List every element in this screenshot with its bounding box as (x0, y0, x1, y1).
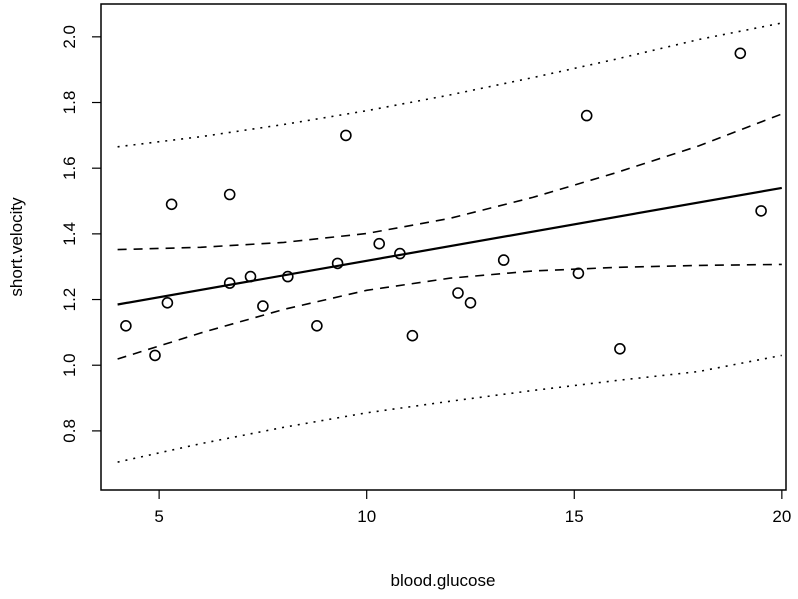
y-tick-label: 1.4 (60, 222, 79, 246)
data-point (340, 129, 352, 142)
data-point (452, 287, 464, 299)
data-point (257, 300, 269, 312)
y-tick-label: 1.8 (60, 91, 79, 115)
x-axis-title: blood.glucose (391, 571, 496, 590)
data-point (755, 205, 767, 217)
data-point (223, 188, 236, 201)
data-point (464, 296, 477, 309)
data-point (614, 342, 626, 355)
x-tick-label: 5 (154, 507, 163, 526)
plot-frame (100, 3, 787, 491)
y-axis: 0.8 1.0 1.2 1.4 1.6 1.8 2.0 (60, 25, 101, 443)
data-point (406, 329, 419, 342)
fit-lines (117, 22, 783, 463)
y-tick-label: 1.2 (60, 288, 79, 312)
x-tick-label: 20 (772, 507, 791, 526)
prediction-band-line (117, 354, 782, 463)
data-point (331, 257, 344, 270)
data-point (394, 247, 406, 260)
y-tick-label: 2.0 (60, 25, 79, 49)
data-point (373, 237, 386, 250)
data-point (734, 47, 747, 60)
x-tick-label: 10 (357, 507, 376, 526)
y-tick-label: 1.0 (60, 353, 79, 377)
data-point (311, 319, 323, 332)
data-point (497, 254, 510, 266)
confidence-band-line (117, 113, 783, 251)
data-points (120, 47, 767, 362)
data-point (244, 270, 257, 283)
confidence-band-line (117, 263, 782, 360)
y-tick-label: 1.6 (60, 156, 79, 180)
y-tick-label: 0.8 (60, 419, 79, 443)
data-point (281, 270, 294, 283)
data-point (580, 109, 593, 122)
prediction-band-line (117, 22, 782, 148)
data-point (223, 277, 236, 289)
regression-line (117, 186, 782, 306)
data-point (149, 349, 161, 362)
data-point (161, 296, 174, 309)
data-point (165, 198, 178, 211)
x-axis: 5 10 15 20 (154, 490, 791, 526)
data-point (572, 267, 585, 280)
y-axis-title: short.velocity (7, 197, 26, 297)
x-tick-label: 15 (565, 507, 584, 526)
data-point (120, 319, 132, 332)
